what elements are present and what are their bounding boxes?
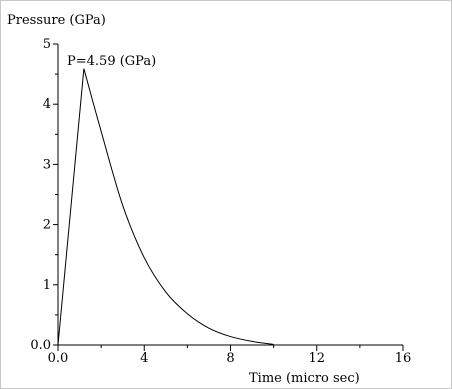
y-tick-label: 4	[43, 97, 51, 112]
x-tick-label: 0.0	[48, 351, 69, 366]
x-axis-label: Time (micro sec)	[249, 371, 360, 386]
y-tick-label: 5	[43, 37, 51, 52]
x-tick-label: 12	[308, 351, 325, 366]
x-tick-label: 4	[140, 351, 148, 366]
y-ticks-group: 0.0 1 2 3 4 5	[30, 37, 58, 353]
y-tick-label: 1	[43, 278, 51, 293]
peak-annotation: P=4.59 (GPa)	[67, 54, 156, 69]
pressure-curve	[57, 68, 274, 346]
x-tick-label: 8	[226, 351, 234, 366]
x-ticks-group: 0.0 4 8 12 16	[48, 345, 412, 366]
y-tick-label: 0.0	[30, 338, 51, 353]
y-tick-label: 2	[43, 218, 51, 233]
x-tick-label: 16	[395, 351, 412, 366]
y-tick-label: 3	[43, 157, 51, 172]
y-axis-label: Pressure (GPa)	[7, 13, 106, 28]
